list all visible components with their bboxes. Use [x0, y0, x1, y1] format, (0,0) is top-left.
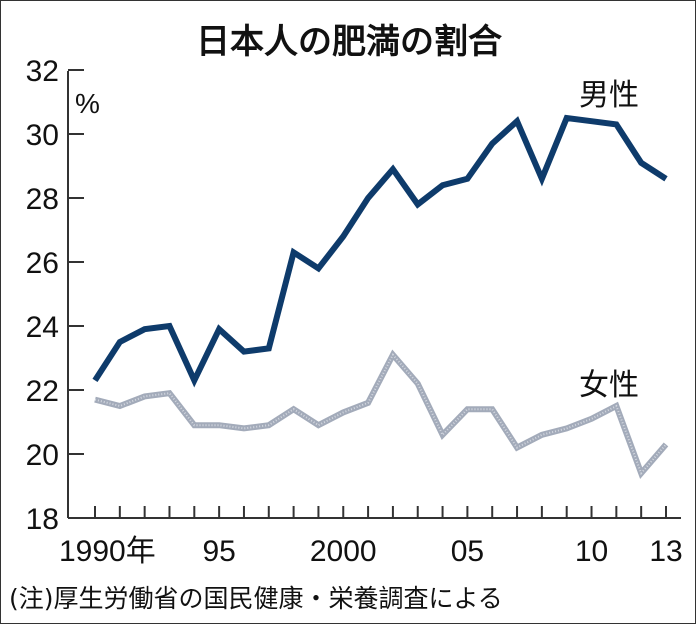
y-unit-label: % [75, 88, 100, 119]
x-tick-label: 10 [575, 535, 608, 568]
y-tick-label: 22 [26, 375, 59, 408]
chart-title: 日本人の肥満の割合 [196, 22, 502, 62]
y-tick-label: 20 [26, 439, 59, 472]
series-label-female: 女性 [579, 368, 639, 403]
series-label-male: 男性 [579, 78, 639, 113]
x-tick-label: 1990年 [59, 535, 156, 568]
y-tick-label: 26 [26, 247, 59, 280]
y-tick-label: 24 [26, 311, 59, 344]
y-tick-label: 28 [26, 183, 59, 216]
y-tick-label: 32 [26, 55, 59, 88]
y-tick-label: 30 [26, 119, 59, 152]
footnote: (注)厚生労働省の国民健康・栄養調査による [9, 584, 503, 613]
x-tick-label: 13 [649, 535, 682, 568]
y-tick-label: 18 [26, 503, 59, 536]
x-tick-label: 2000 [310, 535, 377, 568]
series-line-male [95, 118, 666, 380]
x-tick-label: 05 [451, 535, 484, 568]
x-tick-label: 95 [202, 535, 235, 568]
